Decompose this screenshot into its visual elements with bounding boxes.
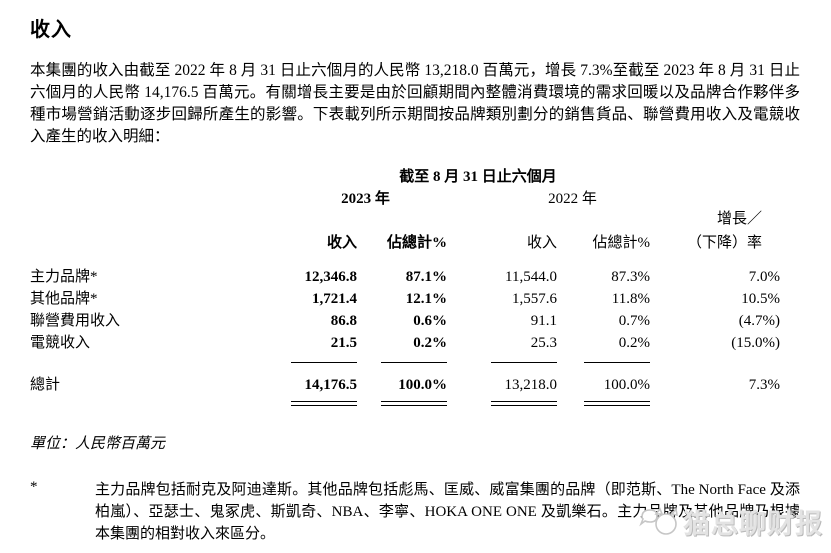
table-row-main-brands: 主力品牌* 12,346.8 87.1% 11,544.0 87.3% 7.0%	[30, 264, 780, 286]
table-row-other-brands: 其他品牌* 1,721.4 12.1% 1,557.6 11.8% 10.5%	[30, 286, 780, 308]
revenue-table: 截至 8 月 31 日止六個月 2023 年 2022 年 增長／ 收入 佔總計…	[30, 164, 780, 406]
period-header: 截至 8 月 31 日止六個月	[399, 169, 557, 185]
single-rule	[291, 362, 357, 363]
cell-rev-2023: 1,721.4	[312, 291, 357, 307]
cell-pct-2023: 100.0%	[398, 377, 447, 393]
table-total-rule-row	[30, 400, 780, 406]
cell-rev-2022: 25.3	[530, 335, 557, 351]
cell-growth: (15.0%)	[731, 335, 780, 351]
cell-pct-2022: 87.3%	[611, 269, 650, 285]
table-header-period-row: 截至 8 月 31 日止六個月	[30, 164, 780, 186]
cell-growth: 7.0%	[748, 269, 780, 285]
page-title: 收入	[30, 19, 72, 41]
single-rule	[491, 362, 557, 363]
cell-pct-2023: 12.1%	[405, 291, 447, 307]
footnote: * 主力品牌包括耐克及阿迪達斯。其他品牌包括彪馬、匡威、威富集團的品牌（即范斯、…	[30, 479, 800, 545]
cell-pct-2022: 0.7%	[618, 313, 650, 329]
footnote-marker: *	[30, 479, 38, 495]
year-2023-header: 2023 年	[341, 191, 390, 207]
cell-pct-2022: 11.8%	[611, 291, 650, 307]
cell-pct-2022: 0.2%	[618, 335, 650, 351]
cell-rev-2023: 12,346.8	[304, 269, 358, 285]
single-rule	[584, 362, 650, 363]
double-rule	[491, 401, 557, 406]
intro-paragraph: 本集團的收入由截至 2022 年 8 月 31 日止六個月的人民幣 13,218…	[30, 62, 800, 145]
col-header-revenue-2022: 收入	[526, 235, 557, 251]
table-row-joint-fee-income: 聯營費用收入 86.8 0.6% 91.1 0.7% (4.7%)	[30, 308, 780, 330]
year-2022-header: 2022 年	[548, 191, 597, 207]
table-subtotal-rule-row	[30, 360, 780, 363]
cell-rev-2022: 1,557.6	[512, 291, 557, 307]
cell-rev-2022: 91.1	[530, 313, 557, 329]
col-header-pct-2022: 佔總計%	[592, 235, 651, 251]
table-header-growth-row: 增長／	[30, 208, 780, 228]
cell-growth: (4.7%)	[738, 313, 780, 329]
cell-pct-2023: 87.1%	[405, 269, 447, 285]
table-row-esports-income: 電競收入 21.5 0.2% 25.3 0.2% (15.0%)	[30, 330, 780, 352]
cell-pct-2023: 0.6%	[413, 313, 447, 329]
table-header-year-row: 2023 年 2022 年	[30, 186, 780, 208]
cell-pct-2022: 100.0%	[603, 377, 650, 393]
cell-rev-2023: 21.5	[330, 335, 357, 351]
table-row-total: 總計 14,176.5 100.0% 13,218.0 100.0% 7.3%	[30, 370, 780, 394]
cell-rev-2023: 14,176.5	[304, 377, 358, 393]
row-label: 總計	[30, 377, 61, 393]
col-header-pct-2023: 佔總計%	[386, 235, 447, 251]
growth-header-line1: 增長／	[716, 211, 762, 227]
cell-growth: 10.5%	[741, 291, 780, 307]
cell-pct-2023: 0.2%	[413, 335, 447, 351]
double-rule	[584, 401, 650, 406]
row-label: 電競收入	[30, 335, 91, 351]
growth-header-line2: （下降）率	[686, 235, 762, 251]
row-label: 聯營費用收入	[30, 313, 121, 329]
table-body: 主力品牌* 12,346.8 87.1% 11,544.0 87.3% 7.0%…	[30, 264, 780, 406]
cell-rev-2023: 86.8	[330, 313, 357, 329]
table-column-header-row: 收入 佔總計% 收入 佔總計% （下降）率	[30, 228, 780, 252]
single-rule	[381, 362, 447, 363]
cell-rev-2022: 11,544.0	[505, 269, 557, 285]
cell-rev-2022: 13,218.0	[504, 377, 558, 393]
footnote-text: 主力品牌包括耐克及阿迪達斯。其他品牌包括彪馬、匡威、威富集團的品牌（即范斯、Th…	[95, 482, 800, 542]
double-rule	[381, 401, 447, 406]
unit-note: 單位：人民幣百萬元	[30, 436, 166, 452]
col-header-revenue-2023: 收入	[326, 235, 357, 251]
row-label: 主力品牌*	[30, 269, 98, 285]
cell-growth: 7.3%	[748, 377, 780, 393]
row-label: 其他品牌*	[30, 291, 98, 307]
double-rule	[291, 401, 357, 406]
